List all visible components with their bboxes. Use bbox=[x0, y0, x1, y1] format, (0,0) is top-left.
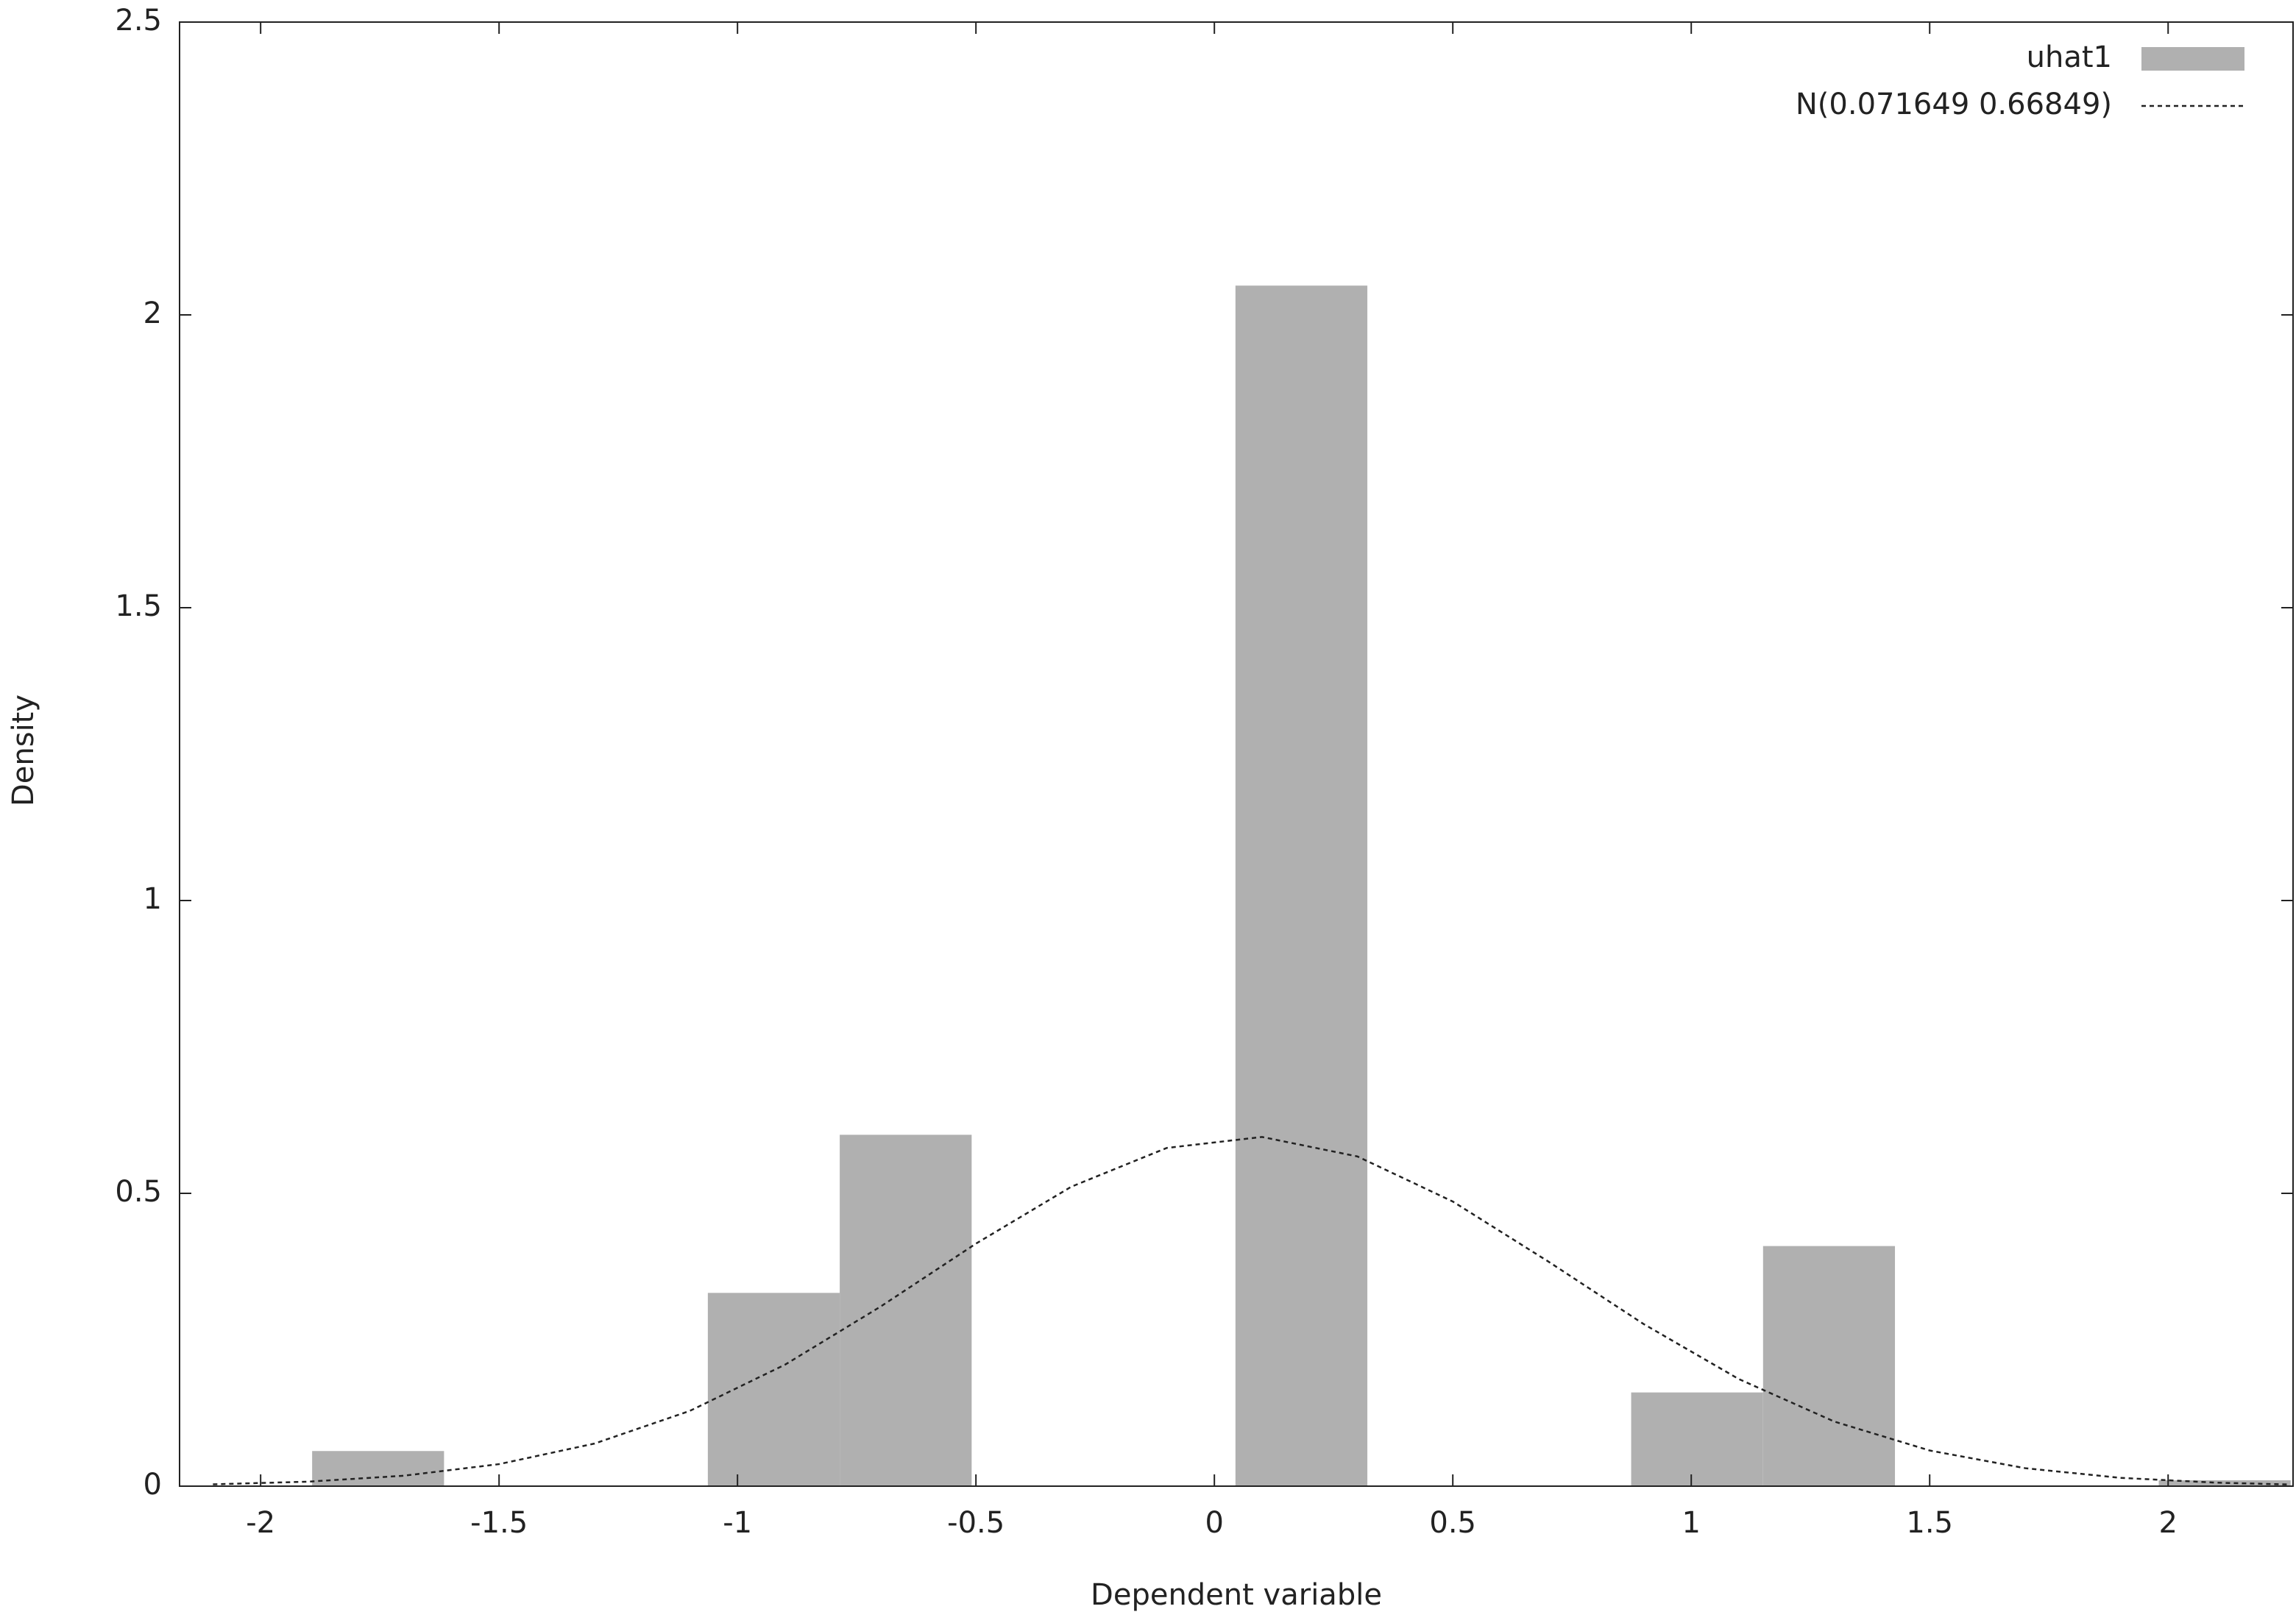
x-axis-label: Dependent variable bbox=[1091, 1578, 1382, 1612]
y-tick-label: 2 bbox=[144, 296, 162, 330]
x-tick-label: 2 bbox=[2158, 1506, 2177, 1540]
x-tick-label: 0.5 bbox=[1429, 1506, 1476, 1540]
x-tick-label: -1.5 bbox=[470, 1506, 528, 1540]
x-tick-label: -1 bbox=[723, 1506, 752, 1540]
legend-swatch bbox=[2141, 47, 2244, 71]
histogram-bar bbox=[707, 1293, 840, 1486]
x-tick-label: 1 bbox=[1682, 1506, 1700, 1540]
histogram-bar bbox=[1762, 1246, 1896, 1486]
x-tick-label: -2 bbox=[246, 1506, 275, 1540]
x-tick-label: -0.5 bbox=[947, 1506, 1005, 1540]
histogram-bar bbox=[2158, 1480, 2291, 1486]
x-tick-label: 0 bbox=[1205, 1506, 1223, 1540]
y-tick-label: 1 bbox=[144, 882, 162, 916]
histogram-bar bbox=[840, 1134, 972, 1486]
y-tick-label: 0.5 bbox=[115, 1175, 162, 1209]
legend-label: N(0.071649 0.66849) bbox=[1796, 88, 2112, 121]
y-tick-label: 0 bbox=[144, 1468, 162, 1502]
plot-frame bbox=[179, 21, 2294, 1487]
density-curve bbox=[213, 1136, 2288, 1485]
legend-label: uhat1 bbox=[2027, 40, 2112, 74]
x-tick-label: 1.5 bbox=[1906, 1506, 1953, 1540]
histogram-bar bbox=[1235, 285, 1368, 1487]
y-axis-label: Density bbox=[7, 695, 40, 806]
y-tick-label: 1.5 bbox=[115, 589, 162, 623]
histogram-bar bbox=[1631, 1392, 1763, 1486]
histogram-bar bbox=[312, 1451, 444, 1486]
y-tick-label: 2.5 bbox=[115, 4, 162, 38]
